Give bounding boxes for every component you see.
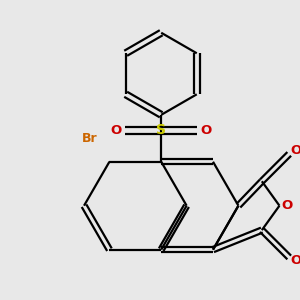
Text: O: O bbox=[111, 124, 122, 137]
Text: S: S bbox=[156, 124, 166, 137]
Text: O: O bbox=[290, 254, 300, 268]
Text: Br: Br bbox=[82, 132, 98, 145]
Text: O: O bbox=[281, 199, 292, 212]
Text: O: O bbox=[290, 144, 300, 157]
Text: O: O bbox=[200, 124, 212, 137]
